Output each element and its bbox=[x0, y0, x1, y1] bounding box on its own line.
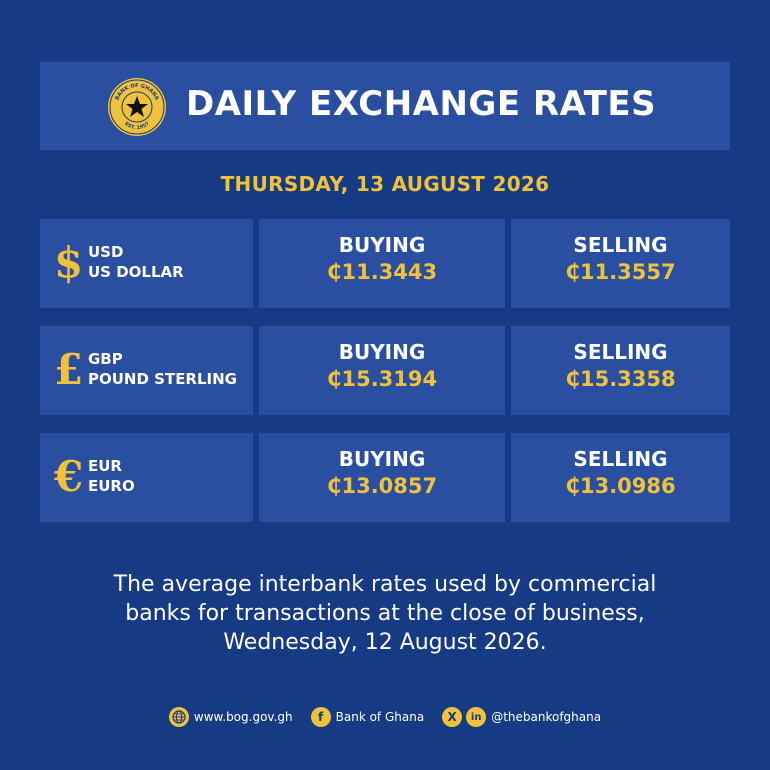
facebook-link[interactable]: f Bank of Ghana bbox=[310, 707, 425, 727]
buying-rate: ₵13.0857 bbox=[326, 474, 438, 498]
currency-name: US DOLLAR bbox=[88, 263, 184, 281]
buying-label: BUYING bbox=[338, 447, 426, 471]
rate-row-eur: € EUR EURO BUYING ₵13.0857 SELLING ₵13.0… bbox=[40, 433, 730, 522]
selling-rate: ₵15.3358 bbox=[565, 367, 676, 391]
bank-of-ghana-seal-icon: BANK OF GHANA EST. 1957 bbox=[108, 78, 166, 136]
currency-name: POUND STERLING bbox=[88, 370, 237, 388]
website-link[interactable]: www.bog.gov.gh bbox=[168, 707, 293, 727]
facebook-icon: f bbox=[310, 707, 331, 727]
selling-rate: ₵11.3557 bbox=[565, 260, 676, 284]
selling-label: SELLING bbox=[573, 233, 668, 257]
globe-icon bbox=[168, 707, 189, 727]
currency-cell: € EUR EURO bbox=[40, 433, 253, 522]
rate-date: THURSDAY, 13 AUGUST 2026 bbox=[220, 172, 550, 196]
currency-code: GBP bbox=[88, 350, 123, 368]
footnote-line: Wednesday, 12 August 2026. bbox=[223, 630, 547, 655]
header-banner: BANK OF GHANA EST. 1957 DAILY EXCHANGE R… bbox=[40, 62, 730, 150]
footnote: The average interbank rates used by comm… bbox=[0, 570, 770, 657]
selling-cell: SELLING ₵15.3358 bbox=[511, 326, 730, 415]
footnote-line: banks for transactions at the close of b… bbox=[125, 601, 645, 626]
dollar-icon: $ bbox=[54, 238, 84, 287]
buying-rate: ₵11.3443 bbox=[326, 260, 438, 284]
currency-name: EURO bbox=[88, 477, 135, 495]
euro-icon: € bbox=[54, 452, 84, 501]
social-handle-link[interactable]: X in @thebankofghana bbox=[442, 707, 601, 727]
selling-rate: ₵13.0986 bbox=[565, 474, 676, 498]
buying-label: BUYING bbox=[338, 233, 426, 257]
selling-label: SELLING bbox=[573, 447, 668, 471]
selling-cell: SELLING ₵13.0986 bbox=[511, 433, 730, 522]
svg-text:EST. 1957: EST. 1957 bbox=[123, 121, 151, 131]
buying-rate: ₵15.3194 bbox=[326, 367, 438, 391]
currency-code: EUR bbox=[88, 457, 122, 475]
x-icon: X bbox=[442, 707, 463, 727]
buying-cell: BUYING ₵15.3194 bbox=[259, 326, 505, 415]
buying-cell: BUYING ₵13.0857 bbox=[259, 433, 505, 522]
website-text: www.bog.gov.gh bbox=[193, 710, 293, 724]
currency-code: USD bbox=[88, 243, 124, 261]
facebook-text: Bank of Ghana bbox=[335, 710, 425, 724]
footnote-line: The average interbank rates used by comm… bbox=[113, 572, 657, 597]
selling-label: SELLING bbox=[573, 340, 668, 364]
currency-cell: £ GBP POUND STERLING bbox=[40, 326, 253, 415]
handle-text: @thebankofghana bbox=[491, 710, 602, 724]
buying-label: BUYING bbox=[338, 340, 426, 364]
footer: www.bog.gov.gh f Bank of Ghana X in @the… bbox=[0, 705, 770, 729]
rate-row-gbp: £ GBP POUND STERLING BUYING ₵15.3194 SEL… bbox=[40, 326, 730, 415]
linkedin-icon: in bbox=[466, 707, 487, 727]
pound-icon: £ bbox=[54, 345, 84, 394]
seal-bottom-text: EST. 1957 bbox=[123, 121, 151, 131]
buying-cell: BUYING ₵11.3443 bbox=[259, 219, 505, 308]
page-title: DAILY EXCHANGE RATES bbox=[186, 84, 657, 124]
rate-row-usd: $ USD US DOLLAR BUYING ₵11.3443 SELLING … bbox=[40, 219, 730, 308]
currency-cell: $ USD US DOLLAR bbox=[40, 219, 253, 308]
selling-cell: SELLING ₵11.3557 bbox=[511, 219, 730, 308]
